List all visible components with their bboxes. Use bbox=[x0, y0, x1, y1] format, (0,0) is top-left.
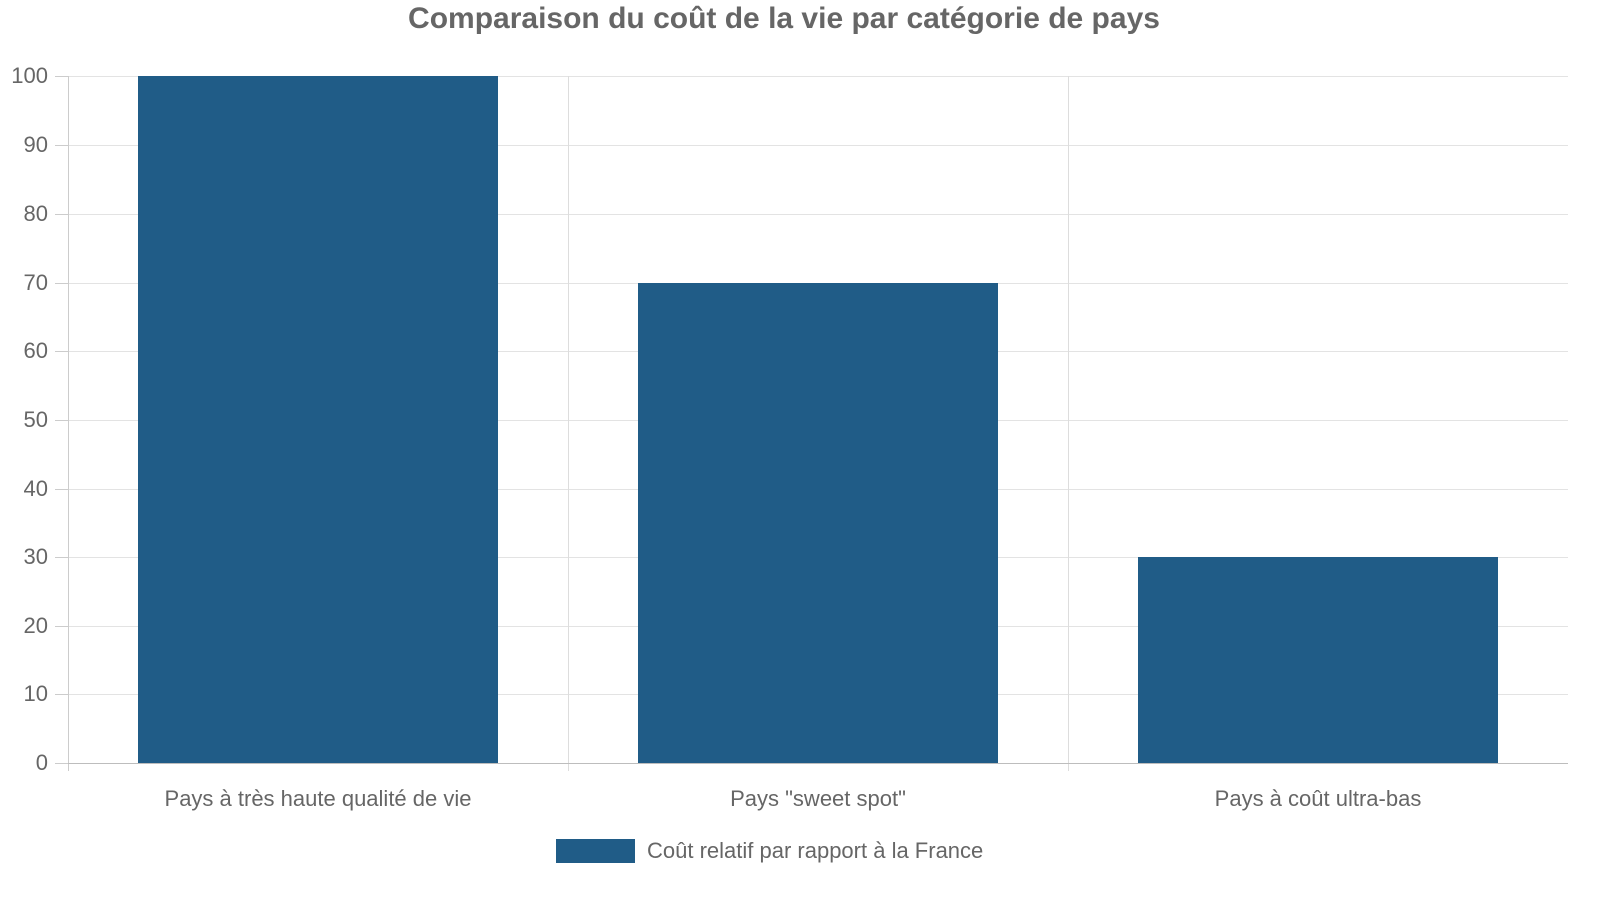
y-tick-mark bbox=[55, 557, 68, 558]
y-tick-mark bbox=[55, 626, 68, 627]
y-tick-label: 80 bbox=[23, 201, 48, 226]
y-tick-label: 0 bbox=[35, 750, 48, 775]
gridline bbox=[568, 76, 569, 771]
gridline bbox=[68, 214, 1568, 215]
y-tick-mark bbox=[55, 694, 68, 695]
y-tick-label: 70 bbox=[23, 270, 48, 295]
bar-sweet-spot[interactable] bbox=[638, 283, 998, 763]
y-tick-label: 60 bbox=[23, 338, 48, 363]
y-tick-mark bbox=[55, 76, 68, 77]
y-tick-mark bbox=[55, 351, 68, 352]
y-tick-label: 20 bbox=[23, 613, 48, 638]
y-tick-label: 10 bbox=[23, 681, 48, 706]
y-tick-mark bbox=[55, 763, 68, 764]
y-tick-mark bbox=[55, 489, 68, 490]
y-tick-mark bbox=[55, 214, 68, 215]
legend-swatch bbox=[556, 839, 635, 863]
plot-area bbox=[68, 76, 1568, 771]
bar-tres-haute-qualite[interactable] bbox=[138, 76, 498, 763]
bar-cout-ultra-bas[interactable] bbox=[1138, 557, 1498, 763]
x-tick-label: Pays à très haute qualité de vie bbox=[164, 786, 472, 811]
gridline bbox=[1068, 76, 1069, 771]
y-tick-label: 100 bbox=[11, 63, 48, 88]
x-axis-line bbox=[68, 763, 1568, 764]
legend[interactable]: Coût relatif par rapport à la France bbox=[556, 838, 983, 864]
gridline bbox=[68, 76, 1568, 77]
x-tick-label: Pays "sweet spot" bbox=[730, 786, 906, 811]
y-tick-mark bbox=[55, 145, 68, 146]
y-axis-line bbox=[68, 76, 69, 771]
y-tick-mark bbox=[55, 283, 68, 284]
chart-title: Comparaison du coût de la vie par catégo… bbox=[408, 2, 1160, 35]
y-tick-label: 90 bbox=[23, 132, 48, 157]
y-tick-label: 50 bbox=[23, 407, 48, 432]
x-tick-label: Pays à coût ultra-bas bbox=[1214, 786, 1422, 811]
y-tick-mark bbox=[55, 420, 68, 421]
y-tick-label: 40 bbox=[23, 476, 48, 501]
legend-label: Coût relatif par rapport à la France bbox=[647, 838, 984, 863]
gridline bbox=[68, 145, 1568, 146]
y-tick-label: 30 bbox=[23, 544, 48, 569]
